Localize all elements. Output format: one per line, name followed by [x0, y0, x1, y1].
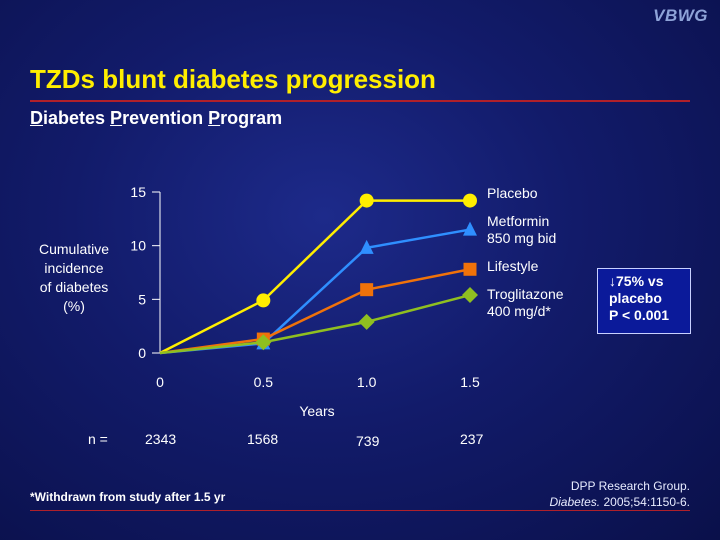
y-axis-label-line: Cumulative: [38, 241, 110, 257]
n-value: 1568: [247, 431, 279, 447]
series-label: 850 mg bid: [487, 230, 556, 246]
reference-line2: Diabetes. 2005;54:1150-6.: [549, 494, 690, 510]
x-tick-label: 1.5: [460, 374, 480, 390]
series-line: [159, 293, 471, 355]
callout-line: ↓75% vs: [609, 273, 664, 289]
n-value: 2343: [145, 431, 177, 447]
reference-journal: Diabetes.: [549, 495, 601, 509]
footer-divider: [30, 510, 690, 511]
y-axis-label-line: of diabetes: [39, 279, 109, 295]
subtitle-word-1: iabetes: [43, 108, 111, 128]
series-label: Lifestyle: [487, 258, 539, 274]
reference: DPP Research Group. Diabetes. 2005;54:11…: [549, 478, 690, 510]
y-tick-label: 0: [138, 345, 146, 361]
x-axis-title: Years: [299, 403, 334, 419]
data-point: [359, 193, 374, 208]
y-tick-label: 5: [138, 291, 146, 307]
vbwg-logo: VBWG: [653, 6, 708, 25]
y-axis-label-line: incidence: [44, 260, 104, 276]
footnote: *Withdrawn from study after 1.5 yr: [30, 490, 226, 504]
x-tick-label: 1.0: [357, 374, 377, 390]
data-point: [463, 193, 477, 208]
x-tick-label: 0: [156, 374, 164, 390]
slide-subtitle: Diabetes Prevention Program: [30, 108, 282, 129]
series-label: Placebo: [487, 185, 538, 201]
data-point: [256, 293, 271, 308]
series-label: Troglitazone: [487, 286, 564, 302]
subtitle-word-3: rogram: [220, 108, 283, 128]
data-point: [360, 283, 374, 297]
callout-line: P < 0.001: [609, 307, 670, 323]
n-label: n =: [88, 431, 108, 447]
data-point: [359, 239, 374, 254]
data-point: [463, 262, 477, 276]
subtitle-initial-d: D: [30, 108, 43, 128]
data-point: [255, 334, 272, 351]
slide-title: TZDs blunt diabetes progression: [30, 64, 436, 94]
y-tick-label: 15: [130, 184, 146, 200]
reference-citation: 2005;54:1150-6.: [600, 495, 690, 509]
series-line: [159, 228, 471, 355]
data-point: [462, 287, 478, 304]
subtitle-initial-p1: P: [110, 108, 123, 128]
title-divider: [30, 100, 690, 102]
series-label: 400 mg/d*: [487, 303, 551, 319]
y-tick-label: 10: [130, 238, 146, 254]
reference-line1: DPP Research Group.: [570, 479, 690, 493]
data-point: [358, 313, 375, 330]
callout-line: placebo: [609, 290, 662, 306]
x-tick-label: 0.5: [254, 374, 274, 390]
y-axis-label: Cumulative incidence of diabetes (%): [22, 240, 126, 316]
series-line: [159, 268, 471, 355]
n-value: 739: [356, 433, 380, 449]
subtitle-word-2: revention: [122, 108, 209, 128]
series-label: Metformin: [487, 213, 549, 229]
y-axis-label-line: (%): [63, 298, 85, 314]
n-value: 237: [460, 431, 484, 447]
series-line: [159, 199, 470, 355]
subtitle-initial-p2: P: [208, 108, 221, 128]
data-point: [463, 221, 477, 236]
reduction-callout-box: ↓75% vs placebo P < 0.001: [597, 268, 691, 334]
